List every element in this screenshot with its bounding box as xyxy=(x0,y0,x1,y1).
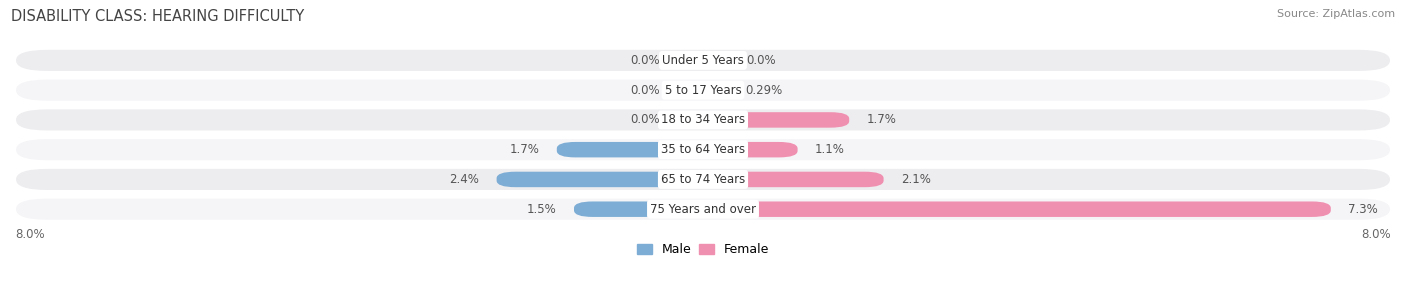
Text: 7.3%: 7.3% xyxy=(1348,203,1378,216)
Legend: Male, Female: Male, Female xyxy=(631,238,775,261)
FancyBboxPatch shape xyxy=(15,198,1391,221)
FancyBboxPatch shape xyxy=(703,112,849,128)
Text: 0.0%: 0.0% xyxy=(747,54,776,67)
Text: DISABILITY CLASS: HEARING DIFFICULTY: DISABILITY CLASS: HEARING DIFFICULTY xyxy=(11,9,305,24)
FancyBboxPatch shape xyxy=(703,201,1331,217)
FancyBboxPatch shape xyxy=(15,138,1391,161)
FancyBboxPatch shape xyxy=(574,201,703,217)
Text: 1.7%: 1.7% xyxy=(866,114,896,126)
Text: 2.4%: 2.4% xyxy=(450,173,479,186)
FancyBboxPatch shape xyxy=(15,49,1391,72)
Text: 1.5%: 1.5% xyxy=(527,203,557,216)
Text: 75 Years and over: 75 Years and over xyxy=(650,203,756,216)
Text: 2.1%: 2.1% xyxy=(901,173,931,186)
Text: 8.0%: 8.0% xyxy=(1361,228,1391,241)
Text: 0.0%: 0.0% xyxy=(630,84,659,97)
Text: 65 to 74 Years: 65 to 74 Years xyxy=(661,173,745,186)
FancyBboxPatch shape xyxy=(703,172,883,187)
FancyBboxPatch shape xyxy=(15,108,1391,132)
FancyBboxPatch shape xyxy=(703,82,728,98)
Text: Source: ZipAtlas.com: Source: ZipAtlas.com xyxy=(1277,9,1395,19)
Text: 18 to 34 Years: 18 to 34 Years xyxy=(661,114,745,126)
Text: 0.0%: 0.0% xyxy=(630,54,659,67)
Text: 35 to 64 Years: 35 to 64 Years xyxy=(661,143,745,156)
Text: 1.1%: 1.1% xyxy=(815,143,845,156)
Text: 5 to 17 Years: 5 to 17 Years xyxy=(665,84,741,97)
FancyBboxPatch shape xyxy=(703,142,797,157)
Text: 0.29%: 0.29% xyxy=(745,84,782,97)
Text: 8.0%: 8.0% xyxy=(15,228,45,241)
FancyBboxPatch shape xyxy=(15,79,1391,102)
Text: 1.7%: 1.7% xyxy=(510,143,540,156)
FancyBboxPatch shape xyxy=(557,142,703,157)
FancyBboxPatch shape xyxy=(496,172,703,187)
Text: 0.0%: 0.0% xyxy=(630,114,659,126)
FancyBboxPatch shape xyxy=(15,168,1391,191)
Text: Under 5 Years: Under 5 Years xyxy=(662,54,744,67)
